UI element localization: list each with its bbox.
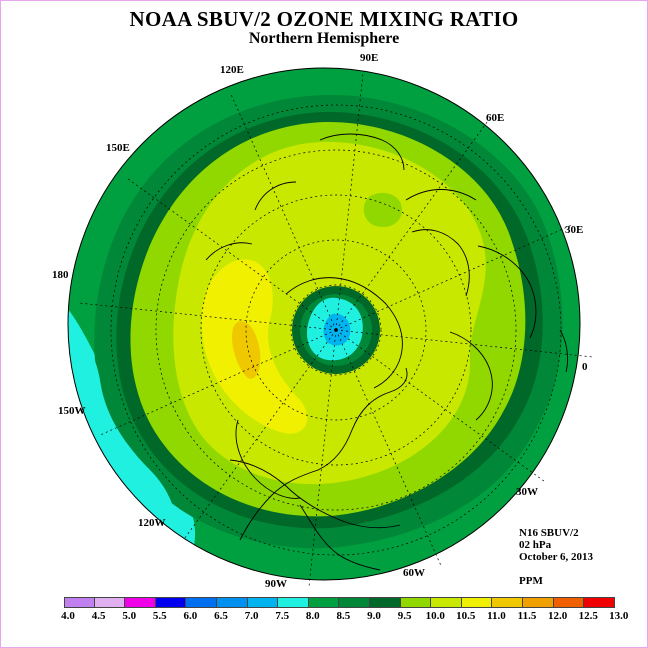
colorbar-tick-label: 6.0 xyxy=(183,610,198,622)
contour-11-0 xyxy=(232,321,261,379)
lon-label-0: 0 xyxy=(582,361,588,373)
meridian-line xyxy=(335,71,364,331)
meridian-line xyxy=(125,176,337,331)
colorbar-segment xyxy=(247,597,279,608)
map-subtitle: Northern Hemisphere xyxy=(248,30,400,47)
colorbar-tick-label: 5.0 xyxy=(122,610,137,622)
meridian-line xyxy=(229,92,337,331)
colorbar-tick-label: 4.5 xyxy=(91,610,106,622)
colorbar-tick-label: 9.0 xyxy=(367,610,381,622)
colorbar-segment xyxy=(369,597,401,608)
colorbar-segment xyxy=(492,597,523,608)
observation-date: October 6, 2013 xyxy=(519,551,594,563)
colorbar-segment xyxy=(553,597,585,608)
colorbar-segment xyxy=(339,597,370,608)
coastlines xyxy=(205,133,569,571)
colorbar-segment xyxy=(125,597,156,608)
meridian-line xyxy=(77,302,337,331)
colorbar-tick-label: 11.5 xyxy=(517,610,537,622)
colorbar-tick-label: 7.0 xyxy=(244,610,259,622)
units-label: PPM xyxy=(519,575,543,587)
lon-label-60w: 60W xyxy=(403,567,425,579)
contour-9-5-patch xyxy=(363,192,402,228)
colorbar-tick-label: 6.5 xyxy=(214,610,228,622)
lon-label-120e: 120E xyxy=(220,64,244,76)
colorbar-tick-label: 11.0 xyxy=(487,610,506,622)
graticule xyxy=(77,71,595,589)
lon-label-30w: 30W xyxy=(516,486,538,498)
latitude-circle xyxy=(290,284,382,376)
meridian-line xyxy=(335,223,574,331)
meridian-line xyxy=(335,119,490,331)
colorbar-segment xyxy=(186,597,217,608)
colorbar-segment xyxy=(216,597,248,608)
meridian-line xyxy=(308,329,337,589)
lon-label-150e: 150E xyxy=(106,142,130,154)
lon-label-30e: 30E xyxy=(565,224,583,236)
colorbar-tick-label: 10.5 xyxy=(456,610,476,622)
colorbar-tick-label: 4.0 xyxy=(61,610,75,622)
lon-label-90w: 90W xyxy=(265,578,287,590)
colorbar-tick-label: 5.5 xyxy=(152,610,167,622)
colorbar-tick-label: 8.5 xyxy=(336,610,351,622)
lon-label-90e: 90E xyxy=(360,52,378,64)
latitude-circle xyxy=(155,149,517,511)
colorbar-segment xyxy=(400,597,432,608)
meridian-line xyxy=(182,329,337,541)
meridian-line xyxy=(335,329,595,358)
lon-label-150w: 150W xyxy=(58,405,86,417)
colorbar-segment xyxy=(64,597,95,608)
colorbar-tick-label: 10.0 xyxy=(425,610,445,622)
longitude-labels: 90E 60E 30E 0 30W 60W 90W 120W 150W 180 … xyxy=(52,52,588,590)
ozone-field xyxy=(68,68,580,580)
lon-label-180: 180 xyxy=(52,269,69,281)
colorbar-tick-label: 9.5 xyxy=(397,610,412,622)
lon-label-120w: 120W xyxy=(138,517,166,529)
satellite-name: N16 SBUV/2 xyxy=(519,527,579,539)
meridian-line xyxy=(335,329,443,568)
latitude-circle xyxy=(245,239,427,421)
latitude-circle xyxy=(200,194,472,466)
colorbar-segment xyxy=(461,597,493,608)
colorbar-segment xyxy=(278,597,309,608)
map-title: NOAA SBUV/2 OZONE MIXING RATIO xyxy=(129,7,519,31)
colorbar-segment xyxy=(94,597,126,608)
colorbar-tick-label: 8.0 xyxy=(305,610,320,622)
colorbar-segment xyxy=(431,597,462,608)
map-boundary xyxy=(67,67,581,581)
latitude-circle xyxy=(110,104,562,556)
colorbar-tick-label: 12.0 xyxy=(547,610,568,622)
meridian-line xyxy=(98,329,337,437)
colorbar-segment xyxy=(308,597,340,608)
colorbar-segment xyxy=(522,597,554,608)
colorbar-tick-label: 7.5 xyxy=(275,610,290,622)
pressure-level: 02 hPa xyxy=(519,539,552,551)
colorbar-tick-label: 13.0 xyxy=(609,610,629,622)
lon-label-60e: 60E xyxy=(486,112,504,124)
colorbar-segment xyxy=(155,597,187,608)
colorbar-segment xyxy=(584,597,615,608)
colorbar-tick-label: 12.5 xyxy=(578,610,598,622)
meridian-line xyxy=(335,329,547,484)
colorbar xyxy=(64,597,615,608)
